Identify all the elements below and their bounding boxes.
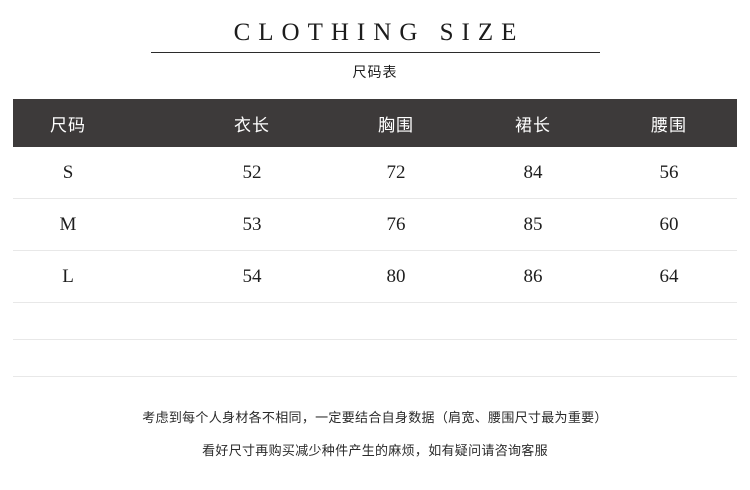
table-header-row: 尺码 衣长 胸围 裙长 腰围 — [13, 99, 737, 147]
cell-length: 53 — [201, 198, 335, 251]
size-table: 尺码 衣长 胸围 裙长 腰围 S 52 72 84 56 M 53 — [13, 99, 737, 377]
column-header-skirt: 裙长 — [515, 115, 551, 136]
cell-empty — [335, 302, 469, 340]
cell-length: 52 — [201, 147, 335, 199]
table-row: M 53 76 85 60 — [13, 198, 737, 251]
page-subtitle: 尺码表 — [352, 65, 398, 81]
table-row-empty — [13, 302, 737, 340]
cell-empty — [13, 339, 201, 377]
cell-empty — [469, 302, 603, 340]
title-divider — [151, 52, 600, 53]
cell-empty — [603, 302, 737, 340]
footer-notes: 考虑到每个人身材各不相同，一定要结合自身数据（肩宽、腰围尺寸最为重要） 看好尺寸… — [0, 402, 750, 468]
table-row: L 54 80 86 64 — [13, 250, 737, 303]
cell-skirt: 86 — [469, 250, 603, 303]
table-body: S 52 72 84 56 M 53 76 85 60 L 54 80 — [13, 147, 737, 377]
column-header-length: 衣长 — [234, 115, 270, 136]
cell-empty — [13, 302, 201, 340]
note-line-2: 看好尺寸再购买减少种件产生的麻烦，如有疑问请咨询客服 — [202, 444, 548, 459]
table-header: 尺码 衣长 胸围 裙长 腰围 — [13, 99, 737, 147]
size-table-container: 尺码 衣长 胸围 裙长 腰围 S 52 72 84 56 M 53 — [13, 99, 737, 377]
cell-bust: 72 — [335, 147, 469, 199]
cell-length: 54 — [201, 250, 335, 303]
cell-empty — [201, 302, 335, 340]
cell-waist: 56 — [603, 147, 737, 199]
cell-size: L — [13, 250, 201, 303]
page-title: CLOTHING SIZE — [233, 19, 525, 46]
column-header-waist: 腰围 — [651, 115, 687, 136]
column-header-bust: 胸围 — [378, 115, 414, 136]
note-line-1: 考虑到每个人身材各不相同，一定要结合自身数据（肩宽、腰围尺寸最为重要） — [142, 411, 608, 426]
cell-size: M — [13, 198, 201, 251]
title-block: CLOTHING SIZE 尺码表 — [0, 18, 750, 81]
cell-skirt: 84 — [469, 147, 603, 199]
cell-empty — [201, 339, 335, 377]
cell-waist: 60 — [603, 198, 737, 251]
cell-empty — [335, 339, 469, 377]
cell-size: S — [13, 147, 201, 199]
cell-empty — [603, 339, 737, 377]
cell-bust: 76 — [335, 198, 469, 251]
cell-waist: 64 — [603, 250, 737, 303]
table-row-empty — [13, 339, 737, 377]
column-header-size: 尺码 — [50, 115, 86, 136]
cell-bust: 80 — [335, 250, 469, 303]
table-row: S 52 72 84 56 — [13, 147, 737, 199]
cell-skirt: 85 — [469, 198, 603, 251]
cell-empty — [469, 339, 603, 377]
